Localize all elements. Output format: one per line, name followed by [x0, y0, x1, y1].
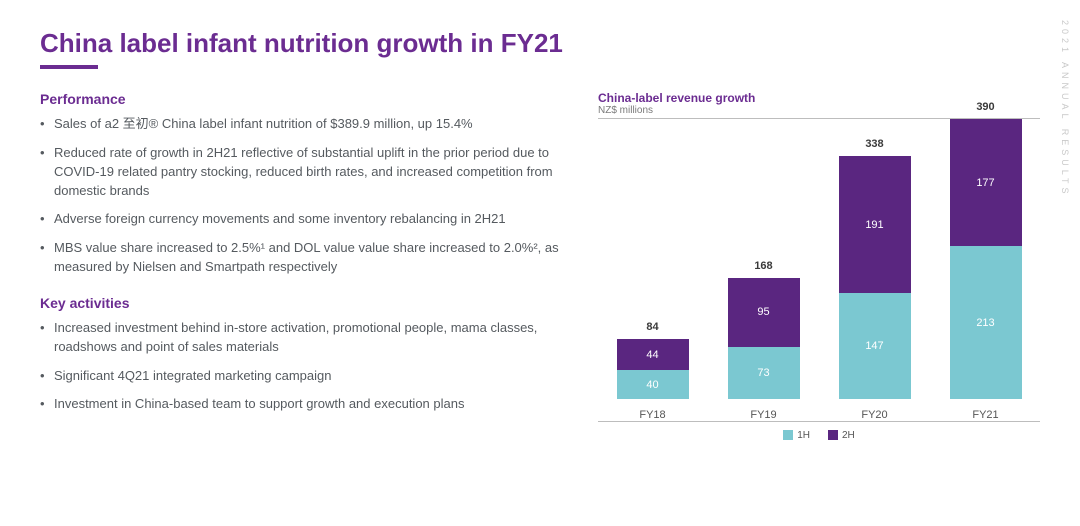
bar-stack: 390213177	[950, 119, 1022, 399]
list-item: Reduced rate of growth in 2H21 reflectiv…	[40, 144, 570, 201]
bar-segment-2h: 177	[950, 119, 1022, 246]
bar-group: 338147191 FY20	[838, 156, 911, 421]
bar-group: 1687395 FY19	[727, 278, 800, 421]
performance-heading: Performance	[40, 91, 570, 107]
list-item: Adverse foreign currency movements and s…	[40, 210, 570, 229]
bar-total-label: 84	[617, 321, 689, 333]
legend-label: 2H	[842, 430, 855, 441]
chart-area: 844044FY181687395FY19338147191FY20390213…	[598, 141, 1040, 461]
bar-stack: 844044	[617, 339, 689, 399]
category-label: FY20	[861, 409, 887, 421]
list-item: Increased investment behind in-store act…	[40, 319, 570, 357]
category-label: FY18	[639, 409, 665, 421]
side-label: 2021 ANNUAL RESULTS	[1060, 20, 1070, 198]
bar-group: 844044 FY18	[616, 339, 689, 421]
list-item: Investment in China-based team to suppor…	[40, 395, 570, 414]
key-activities-list: Increased investment behind in-store act…	[40, 319, 570, 414]
list-item: Significant 4Q21 integrated marketing ca…	[40, 367, 570, 386]
legend-swatch-1h	[783, 430, 793, 440]
category-label: FY21	[972, 409, 998, 421]
title-underline	[40, 65, 98, 69]
chart-legend: 1H 2H	[598, 430, 1040, 441]
x-axis	[598, 421, 1040, 422]
bar-segment-1h: 73	[728, 347, 800, 399]
bar-segment-2h: 95	[728, 278, 800, 346]
list-item: Sales of a2 至初® China label infant nutri…	[40, 115, 570, 134]
page-title: China label infant nutrition growth in F…	[40, 28, 1040, 59]
legend-swatch-2h	[828, 430, 838, 440]
bar-stack: 338147191	[839, 156, 911, 399]
bar-segment-1h: 147	[839, 293, 911, 399]
performance-list: Sales of a2 至初® China label infant nutri…	[40, 115, 570, 277]
category-label: FY19	[750, 409, 776, 421]
bar-total-label: 168	[728, 260, 800, 272]
bar-group: 390213177 FY21	[949, 119, 1022, 421]
list-item: MBS value share increased to 2.5%¹ and D…	[40, 239, 570, 277]
bar-segment-1h: 40	[617, 370, 689, 399]
bar-segment-1h: 213	[950, 246, 1022, 399]
legend-item: 2H	[828, 430, 855, 441]
legend-item: 1H	[783, 430, 810, 441]
bars-row: 844044FY181687395FY19338147191FY20390213…	[598, 141, 1040, 421]
chart-column: China-label revenue growth NZ$ millions …	[598, 91, 1040, 461]
left-column: Performance Sales of a2 至初® China label …	[40, 91, 570, 461]
key-activities-heading: Key activities	[40, 295, 570, 311]
bar-segment-2h: 44	[617, 339, 689, 371]
bar-stack: 1687395	[728, 278, 800, 399]
bar-segment-2h: 191	[839, 156, 911, 293]
legend-label: 1H	[797, 430, 810, 441]
bar-total-label: 390	[950, 101, 1022, 113]
bar-total-label: 338	[839, 138, 911, 150]
